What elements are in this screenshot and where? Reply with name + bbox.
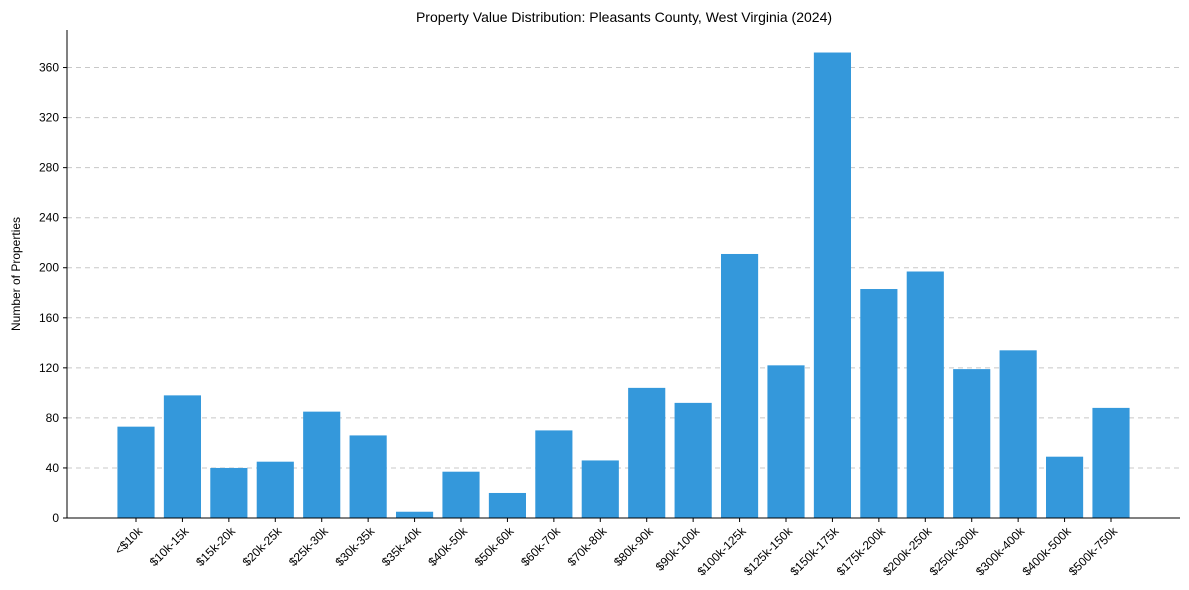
y-axis-label: Number of Properties — [9, 217, 23, 331]
x-tick-label: $30k-35k — [332, 524, 378, 570]
y-ticks: 0 40 80 120 160 200 240 280 320 360 — [39, 61, 67, 525]
x-tick-label: $50k-60k — [472, 524, 518, 570]
x-tick-label: $15k-20k — [193, 524, 239, 570]
bar — [1046, 456, 1084, 518]
bar — [117, 426, 155, 518]
y-tick-label: 280 — [39, 161, 59, 175]
bar — [999, 350, 1037, 518]
bar — [860, 289, 898, 518]
y-tick-label: 240 — [39, 211, 59, 225]
x-tick-label: $60k-70k — [518, 524, 564, 570]
bars — [117, 52, 1130, 519]
bar — [1092, 407, 1130, 518]
bar — [813, 52, 851, 519]
y-tick-label: 80 — [46, 411, 60, 425]
y-tick-label: 200 — [39, 261, 59, 275]
bar — [442, 471, 480, 518]
bar — [953, 369, 991, 518]
bar — [535, 430, 573, 518]
y-tick-label: 0 — [52, 511, 59, 525]
x-tick-label: $35k-40k — [379, 524, 425, 570]
bar — [303, 411, 341, 518]
x-tick-label: $10k-15k — [147, 524, 193, 570]
x-tick-label: $20k-25k — [240, 524, 286, 570]
axes — [66, 30, 1180, 519]
x-tick-label: <$10k — [112, 524, 146, 558]
bar — [581, 460, 619, 518]
bar — [906, 271, 944, 518]
x-tick-label: $80k-90k — [611, 524, 657, 570]
grid — [67, 67, 1180, 469]
x-tick-label: $25k-30k — [286, 524, 332, 570]
y-tick-label: 360 — [39, 61, 59, 75]
bar — [396, 511, 434, 518]
y-tick-label: 120 — [39, 361, 59, 375]
bar — [349, 435, 387, 518]
chart-title: Property Value Distribution: Pleasants C… — [416, 9, 832, 25]
x-tick-label: $40k-50k — [425, 524, 471, 570]
x-ticks: <$10k $10k-15k $15k-20k $20k-25k $25k-30k $30… — [112, 518, 1121, 578]
y-tick-label: 40 — [46, 461, 60, 475]
bar — [256, 461, 294, 518]
bar — [721, 253, 759, 519]
x-tick-label: $70k-80k — [565, 524, 611, 570]
y-tick-label: 320 — [39, 111, 59, 125]
bar — [767, 365, 805, 518]
bar — [488, 492, 526, 518]
x-tick-label: $500k-750k — [1066, 524, 1121, 579]
bar — [210, 467, 248, 518]
bar — [674, 402, 712, 518]
y-tick-label: 160 — [39, 311, 59, 325]
bar — [163, 395, 201, 518]
bar — [628, 387, 666, 518]
